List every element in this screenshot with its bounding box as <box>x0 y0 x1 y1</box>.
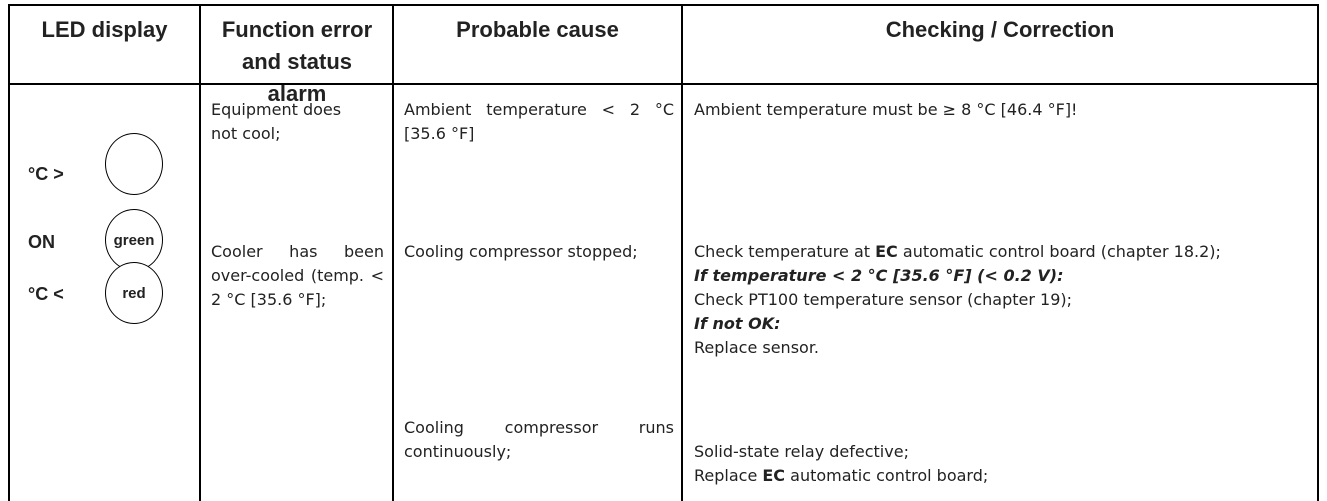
led-label: °C > <box>28 164 64 184</box>
check-text: Check PT100 temperature sensor (chapter … <box>694 290 1073 309</box>
header: Function error and status alarm <box>221 17 373 106</box>
check-text: If not OK: <box>694 314 781 333</box>
led-label: ON <box>28 232 55 252</box>
check-text: EC <box>762 466 786 485</box>
check-text: EC <box>875 242 898 261</box>
check-line: Replace EC automatic control board; <box>694 464 1316 488</box>
check-block: Check temperature at EC automatic contro… <box>694 240 1316 360</box>
cause-text: Cooling compressor runs continuously; <box>404 418 674 461</box>
border <box>8 4 10 501</box>
check-text: automatic control board (chapter 18.2); <box>897 242 1221 261</box>
function-text: Cooler has been over-cooled (temp. < 2 °… <box>211 242 384 309</box>
check-line: If not OK: <box>694 312 1316 336</box>
border <box>199 4 201 501</box>
check-text: automatic control board; <box>785 466 989 485</box>
check-block: Ambient temperature must be ≥ 8 °C [46.4… <box>694 98 1316 122</box>
border <box>681 4 683 501</box>
check-block: Solid-state relay defective; Replace EC a… <box>694 440 1316 488</box>
led-label: °C < <box>28 284 64 304</box>
border <box>8 83 1319 85</box>
function-text: Equipment does not cool; <box>211 100 342 143</box>
check-text: Ambient temperature must be ≥ 8 °C [46.4… <box>694 100 1078 119</box>
header: LED display <box>41 17 168 42</box>
cause-text: Cooling compressor stopped; <box>404 242 638 261</box>
check-line: Ambient temperature must be ≥ 8 °C [46.4… <box>694 98 1316 122</box>
led-lamp: green <box>105 209 163 271</box>
border <box>8 4 1319 6</box>
check-line: Solid-state relay defective; <box>694 440 1316 464</box>
check-text: Solid-state relay defective; <box>694 442 909 461</box>
header: Probable cause <box>456 17 619 42</box>
led-lamp: red <box>105 262 163 324</box>
check-line: Check PT100 temperature sensor (chapter … <box>694 288 1316 312</box>
led-lamp <box>105 133 163 195</box>
check-text: Replace sensor. <box>694 338 820 357</box>
check-line: Replace sensor. <box>694 336 1316 360</box>
check-text: If temperature < 2 °C [35.6 °F] (< 0.2 V… <box>694 266 1064 285</box>
check-text: Replace <box>694 466 763 485</box>
border <box>1317 4 1319 501</box>
check-text: Check temperature at <box>694 242 876 261</box>
border <box>392 4 394 501</box>
check-line: If temperature < 2 °C [35.6 °F] (< 0.2 V… <box>694 264 1316 288</box>
check-line: Check temperature at EC automatic contro… <box>694 240 1316 264</box>
header: Checking / Correction <box>885 17 1115 42</box>
cause-text: Ambient temperature < 2 °C [35.6 °F] <box>404 100 674 143</box>
